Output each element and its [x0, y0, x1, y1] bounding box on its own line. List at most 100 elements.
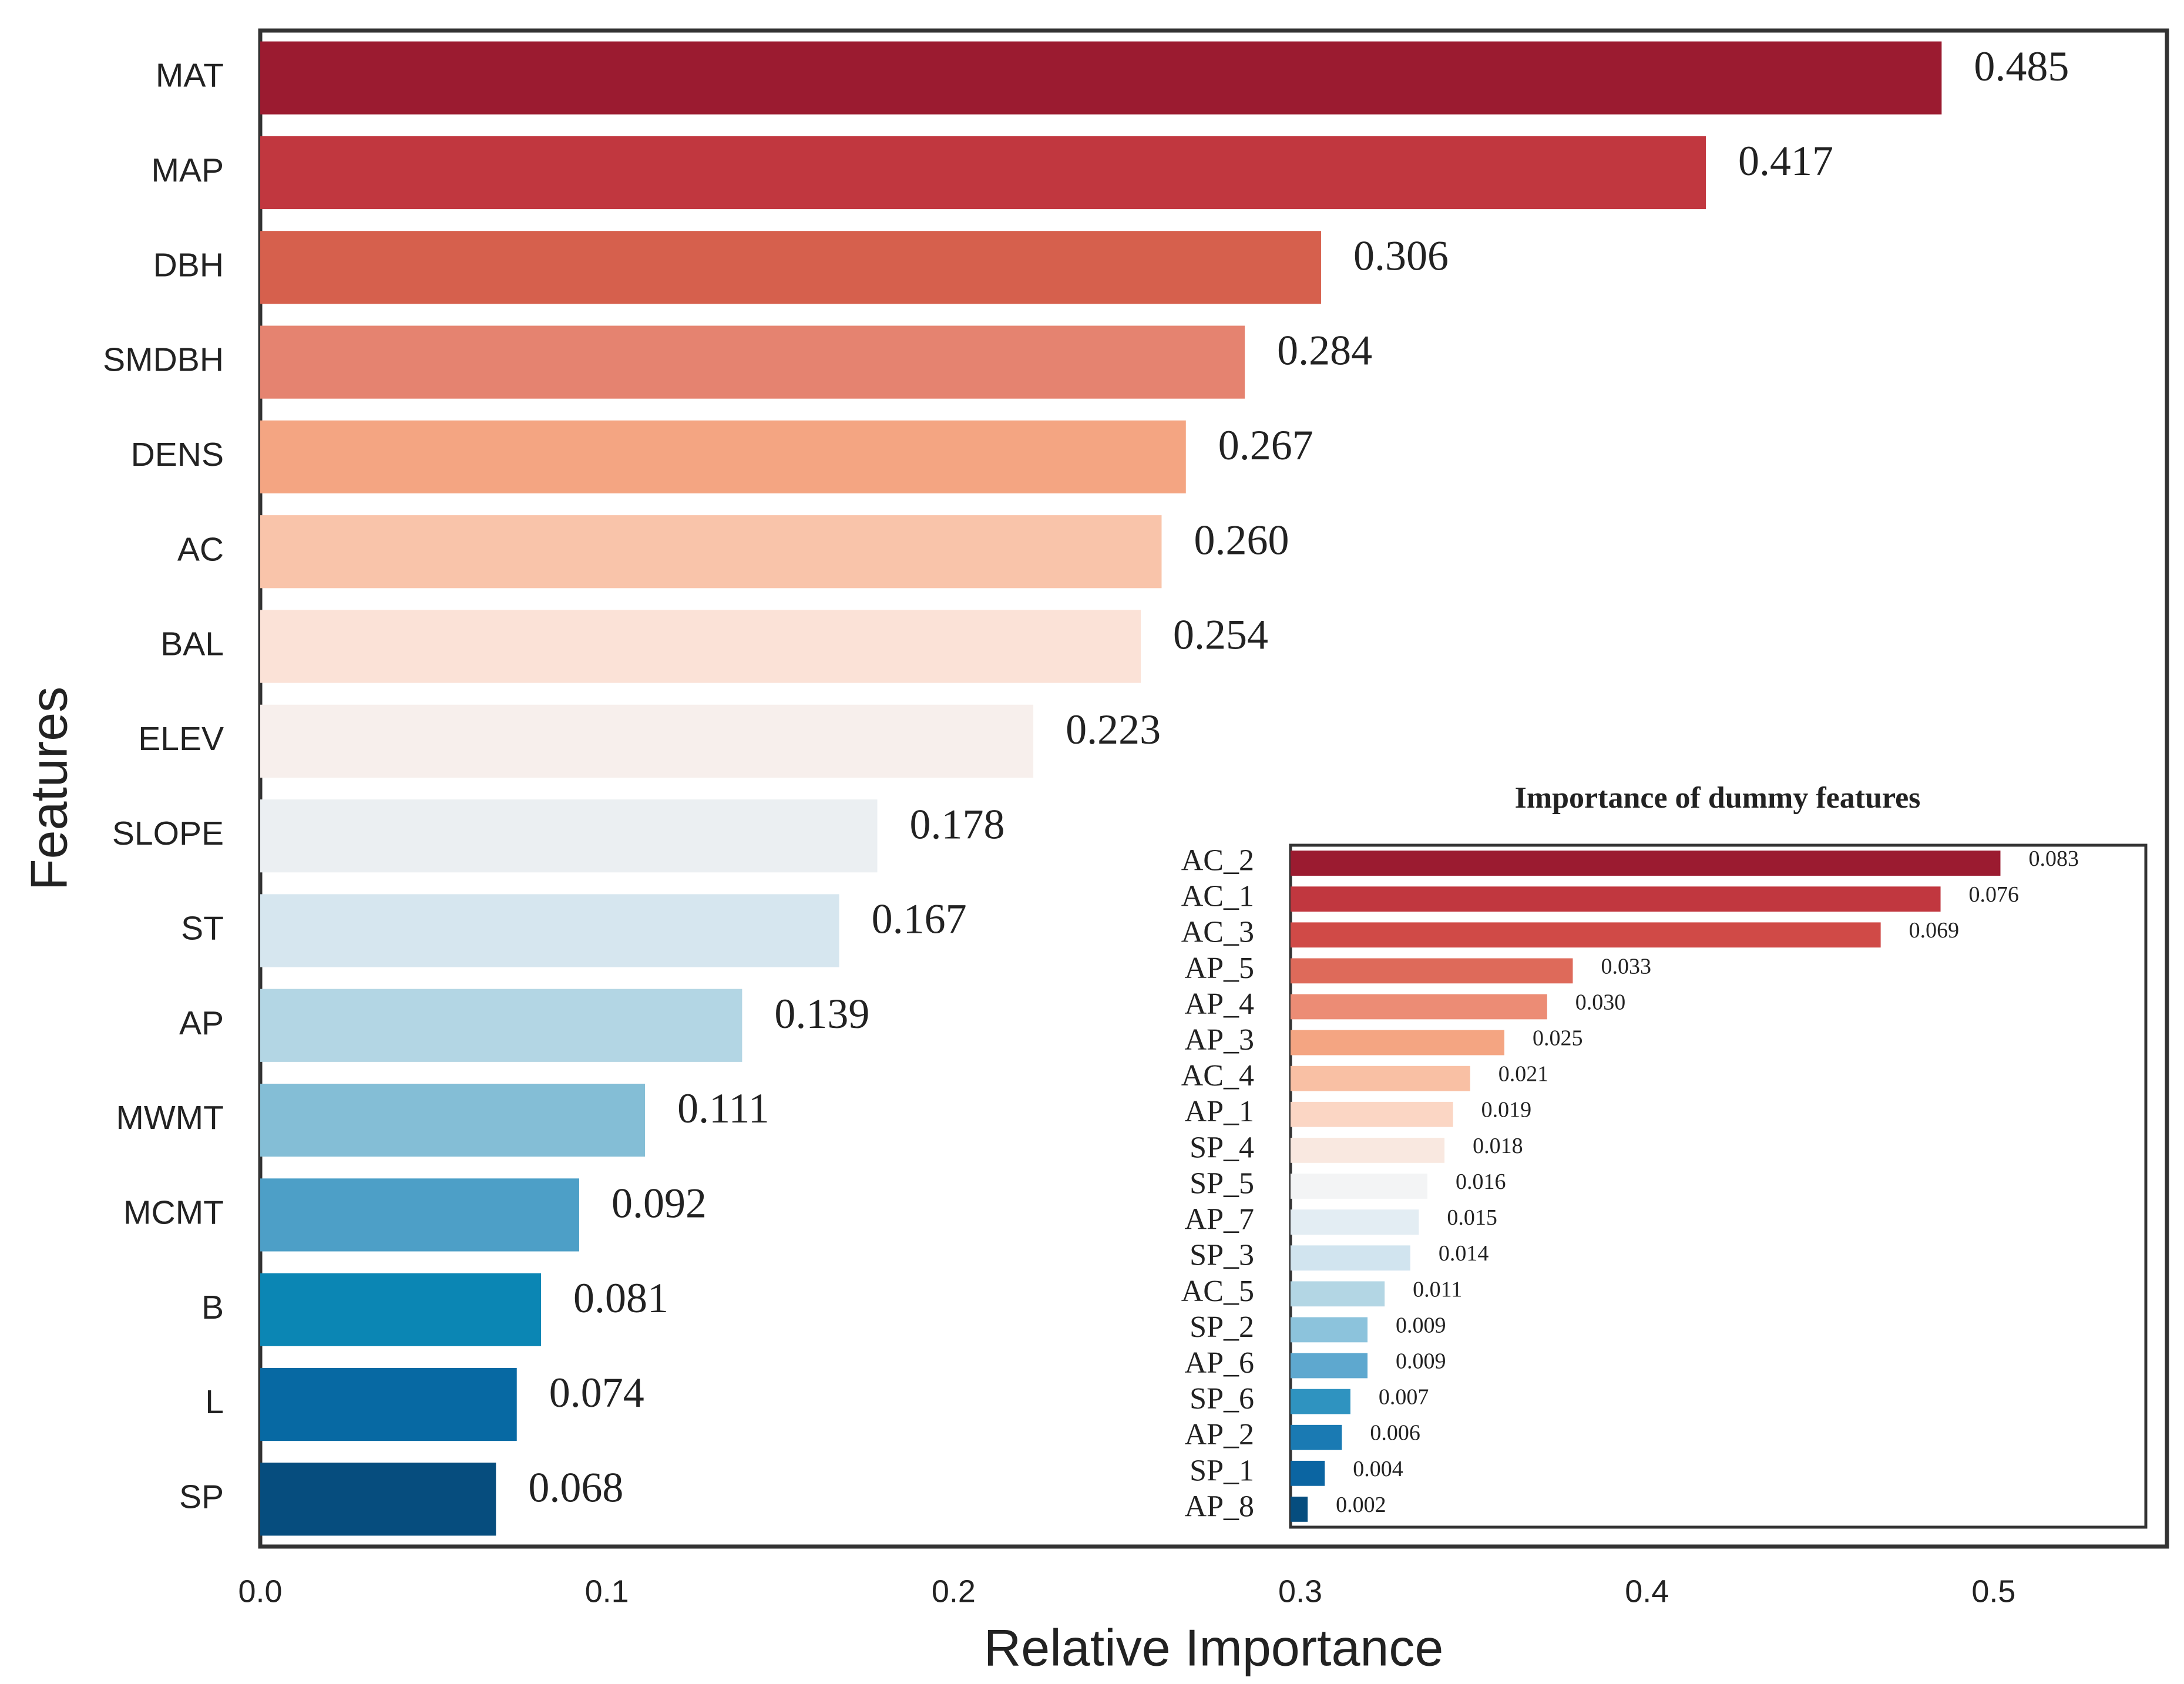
- x-tick-label: 0.3: [1278, 1574, 1322, 1609]
- value-label: 0.139: [774, 990, 869, 1037]
- y-tick-label: AP_6: [1185, 1346, 1254, 1380]
- y-tick-label: BAL: [160, 626, 224, 663]
- bar: [260, 325, 1245, 399]
- bar: [260, 41, 1942, 115]
- y-tick-label: SP_3: [1190, 1239, 1254, 1272]
- bar: [1291, 1030, 1504, 1056]
- value-label: 0.009: [1396, 1313, 1446, 1337]
- bar: [1291, 886, 1941, 912]
- bar: [260, 894, 839, 967]
- value-label: 0.260: [1194, 516, 1289, 563]
- y-tick-label: AP_7: [1185, 1203, 1254, 1236]
- bar: [1291, 1245, 1410, 1271]
- bar: [1291, 1138, 1445, 1163]
- bar: [1291, 1209, 1419, 1235]
- y-tick-label: AP_5: [1185, 952, 1254, 985]
- value-label: 0.167: [872, 896, 967, 943]
- value-label: 0.068: [528, 1464, 623, 1511]
- y-tick-label: MAT: [156, 57, 224, 95]
- y-tick-label: MAP: [151, 152, 224, 189]
- y-tick-label: AC_2: [1181, 843, 1254, 877]
- x-tick-label: 0.2: [932, 1574, 976, 1609]
- value-label: 0.018: [1473, 1134, 1523, 1158]
- value-label: 0.033: [1601, 954, 1651, 979]
- value-label: 0.092: [611, 1180, 707, 1227]
- value-label: 0.021: [1498, 1062, 1549, 1087]
- bar: [1291, 1101, 1453, 1127]
- bar: [260, 1463, 496, 1536]
- value-label: 0.417: [1738, 137, 1833, 184]
- bar: [1291, 1460, 1325, 1486]
- value-label: 0.011: [1413, 1277, 1462, 1302]
- value-label: 0.076: [1969, 882, 2020, 907]
- inset-title: Importance of dummy features: [1515, 781, 1921, 815]
- bar: [1291, 1353, 1368, 1379]
- value-label: 0.223: [1066, 706, 1161, 753]
- y-tick-label: AC_5: [1181, 1275, 1254, 1308]
- y-tick-label: SP_5: [1190, 1167, 1254, 1200]
- y-tick-label: SMDBH: [103, 341, 224, 379]
- value-label: 0.006: [1370, 1421, 1420, 1446]
- value-label: 0.007: [1379, 1385, 1429, 1410]
- value-label: 0.009: [1396, 1349, 1446, 1373]
- bar: [260, 1367, 517, 1441]
- y-tick-label: MWMT: [116, 1099, 224, 1137]
- value-label: 0.111: [677, 1085, 770, 1132]
- value-label: 0.178: [910, 801, 1005, 848]
- value-label: 0.030: [1575, 990, 1626, 1014]
- y-tick-label: SP_4: [1190, 1131, 1254, 1164]
- y-tick-label: SP_1: [1190, 1454, 1254, 1487]
- bar: [1291, 922, 1881, 948]
- bar: [260, 515, 1162, 589]
- x-tick-label: 0.1: [585, 1574, 629, 1609]
- y-tick-label: ST: [181, 910, 224, 947]
- y-tick-label: DENS: [131, 436, 224, 473]
- y-tick-label: AC_4: [1181, 1059, 1254, 1093]
- x-axis-label: Relative Importance: [984, 1618, 1444, 1676]
- bar: [1291, 1424, 1342, 1450]
- bar: [1291, 958, 1573, 984]
- y-tick-label: AP_3: [1185, 1023, 1254, 1057]
- x-tick-label: 0.5: [1971, 1574, 2015, 1609]
- bar: [260, 136, 1706, 210]
- value-label: 0.015: [1447, 1205, 1497, 1230]
- y-tick-label: SP_2: [1190, 1310, 1254, 1344]
- value-label: 0.014: [1439, 1241, 1489, 1266]
- bar: [260, 420, 1186, 494]
- y-axis-label: Features: [19, 687, 78, 890]
- bar: [1291, 1497, 1308, 1522]
- y-tick-label: AP: [179, 1004, 224, 1042]
- y-tick-label: DBH: [153, 246, 224, 284]
- y-tick-label: SP: [179, 1478, 224, 1515]
- value-label: 0.016: [1456, 1169, 1506, 1194]
- bar: [260, 1178, 579, 1252]
- value-label: 0.025: [1533, 1026, 1583, 1051]
- x-tick-label: 0.0: [238, 1574, 282, 1609]
- bar: [260, 799, 878, 873]
- value-label: 0.019: [1481, 1098, 1532, 1122]
- y-tick-label: B: [201, 1289, 224, 1326]
- y-tick-label: AC_1: [1181, 880, 1254, 913]
- bar: [260, 704, 1034, 778]
- value-label: 0.083: [2028, 846, 2079, 871]
- bar: [260, 610, 1141, 683]
- value-label: 0.004: [1353, 1457, 1403, 1481]
- bar: [1291, 1174, 1427, 1199]
- value-label: 0.485: [1974, 43, 2069, 90]
- bar: [260, 1083, 646, 1157]
- y-tick-label: AC: [177, 530, 224, 568]
- y-tick-label: AP_2: [1185, 1418, 1254, 1451]
- value-label: 0.069: [1909, 918, 1960, 943]
- bar: [1291, 851, 2001, 876]
- bar: [260, 1273, 542, 1346]
- y-tick-label: L: [205, 1383, 224, 1421]
- y-tick-label: AP_1: [1185, 1095, 1254, 1128]
- bar: [1291, 1281, 1385, 1307]
- bar: [1291, 1389, 1350, 1414]
- value-label: 0.284: [1277, 327, 1372, 374]
- y-tick-label: MCMT: [123, 1194, 224, 1231]
- bar: [1291, 1317, 1368, 1343]
- bar: [260, 231, 1321, 304]
- y-tick-label: SP_6: [1190, 1382, 1254, 1416]
